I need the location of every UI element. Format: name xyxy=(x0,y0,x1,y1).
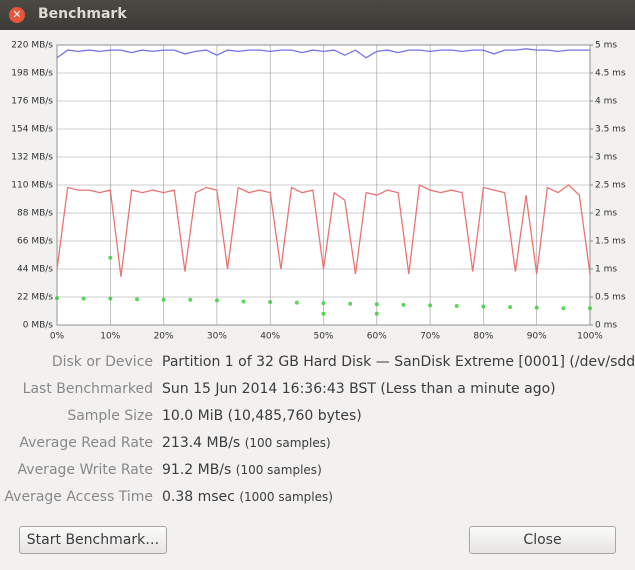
y2-tick-label: 0 ms xyxy=(595,321,617,331)
data-point xyxy=(241,299,246,304)
info-value-group: 91.2 MB/s (100 samples) xyxy=(162,462,322,478)
info-row: Sample Size 10.0 MiB (10,485,760 bytes) xyxy=(0,408,635,428)
x-tick-label: 80% xyxy=(473,332,493,342)
info-row: Average Write Rate 91.2 MB/s (100 samples… xyxy=(0,462,635,482)
info-label: Average Access Time xyxy=(4,489,153,505)
data-point xyxy=(268,300,273,305)
info-value-group: 0.38 msec (1000 samples) xyxy=(162,489,333,505)
data-line xyxy=(56,184,591,277)
y2-tick-label: 2 ms xyxy=(595,209,617,219)
data-point xyxy=(321,311,326,316)
y2-tick-label: 4 ms xyxy=(595,97,617,107)
x-tick-label: 40% xyxy=(260,332,280,342)
info-label: Last Benchmarked xyxy=(22,381,153,397)
info-value-group: Partition 1 of 32 GB Hard Disk — SanDisk… xyxy=(162,354,635,370)
x-tick-label: 70% xyxy=(420,332,440,342)
data-point xyxy=(508,305,513,310)
y-tick-label: 154 MB/s xyxy=(11,125,53,135)
data-point xyxy=(108,255,113,260)
y2-tick-label: 2.5 ms xyxy=(595,181,626,191)
y2-tick-label: 0.5 ms xyxy=(595,293,626,303)
benchmark-chart: 0 MB/s 22 MB/s 44 MB/s 66 MB/s 88 MB/s 110 MB… xyxy=(0,30,635,345)
info-note: (100 samples) xyxy=(244,436,331,450)
y-tick-label: 110 MB/s xyxy=(11,181,53,191)
info-label: Sample Size xyxy=(67,408,153,424)
info-row: Disk or Device Partition 1 of 32 GB Hard … xyxy=(0,354,635,374)
info-value-group: 213.4 MB/s (100 samples) xyxy=(162,435,331,451)
y-tick-label: 176 MB/s xyxy=(11,97,53,107)
data-line xyxy=(56,48,590,59)
x-tick-label: 60% xyxy=(367,332,387,342)
info-value-group: Sun 15 Jun 2014 16:36:43 BST (Less than … xyxy=(162,381,556,397)
data-point xyxy=(534,305,539,310)
window-close[interactable]: ✕ xyxy=(9,7,25,23)
x-tick-label: 0% xyxy=(50,332,65,342)
data-point xyxy=(428,303,433,308)
y2-tick-label: 3 ms xyxy=(595,153,617,163)
info-note: (1000 samples) xyxy=(239,490,333,504)
data-point xyxy=(454,303,459,308)
y2-tick-label: 3.5 ms xyxy=(595,125,626,135)
x-tick-label: 90% xyxy=(527,332,547,342)
info-value: 91.2 MB/s xyxy=(162,462,232,478)
y-tick-label: 88 MB/s xyxy=(17,209,53,219)
window-title: Benchmark xyxy=(38,6,127,22)
data-point xyxy=(348,301,353,306)
data-point xyxy=(588,306,592,311)
y2-tick-label: 1 ms xyxy=(595,265,617,275)
data-point xyxy=(481,304,486,309)
button[interactable]: Close xyxy=(469,526,616,554)
data-point xyxy=(108,296,113,301)
data-point xyxy=(134,297,139,302)
data-point xyxy=(374,311,379,316)
x-tick-label: 50% xyxy=(313,332,333,342)
data-point xyxy=(561,306,566,311)
y-tick-label: 0 MB/s xyxy=(23,321,54,331)
y-tick-label: 198 MB/s xyxy=(11,69,53,79)
title-bar: ✕ Benchmark xyxy=(0,0,635,30)
info-label: Disk or Device xyxy=(51,354,153,370)
y2-tick-label: 1.5 ms xyxy=(595,237,626,247)
y2-tick-label: 4.5 ms xyxy=(595,69,626,79)
button[interactable]: Start Benchmark… xyxy=(19,526,167,554)
x-tick-label: 30% xyxy=(207,332,227,342)
data-point xyxy=(214,298,219,303)
y-tick-label: 44 MB/s xyxy=(17,265,53,275)
info-label: Average Read Rate xyxy=(19,435,153,451)
info-value: Sun 15 Jun 2014 16:36:43 BST (Less than … xyxy=(162,381,556,397)
info-value-group: 10.0 MiB (10,485,760 bytes) xyxy=(162,408,362,424)
y-tick-label: 22 MB/s xyxy=(17,293,53,303)
info-note: (100 samples) xyxy=(235,463,322,477)
data-point xyxy=(81,296,86,301)
info-value: 213.4 MB/s xyxy=(162,435,241,451)
info-row: Last Benchmarked Sun 15 Jun 2014 16:36:43… xyxy=(0,381,635,401)
y-tick-label: 66 MB/s xyxy=(17,237,53,247)
info-label: Average Write Rate xyxy=(17,462,153,478)
info-value: 0.38 msec xyxy=(162,489,235,505)
x-tick-label: 20% xyxy=(154,332,174,342)
info-value: Partition 1 of 32 GB Hard Disk — SanDisk… xyxy=(162,354,635,370)
y2-tick-label: 5 ms xyxy=(595,41,617,51)
data-point xyxy=(321,301,326,306)
data-point xyxy=(161,297,166,302)
y-tick-label: 132 MB/s xyxy=(11,153,53,163)
y-tick-label: 220 MB/s xyxy=(11,41,53,51)
data-point xyxy=(188,297,193,302)
data-point xyxy=(401,302,406,307)
x-tick-label: 10% xyxy=(100,332,120,342)
x-tick-label: 100% xyxy=(577,332,603,342)
info-row: Average Read Rate 213.4 MB/s (100 samples… xyxy=(0,435,635,455)
info-row: Average Access Time 0.38 msec (1000 sampl… xyxy=(0,489,635,509)
data-point xyxy=(374,302,379,307)
data-point xyxy=(55,296,59,301)
data-point xyxy=(294,300,299,305)
info-value: 10.0 MiB (10,485,760 bytes) xyxy=(162,408,362,424)
